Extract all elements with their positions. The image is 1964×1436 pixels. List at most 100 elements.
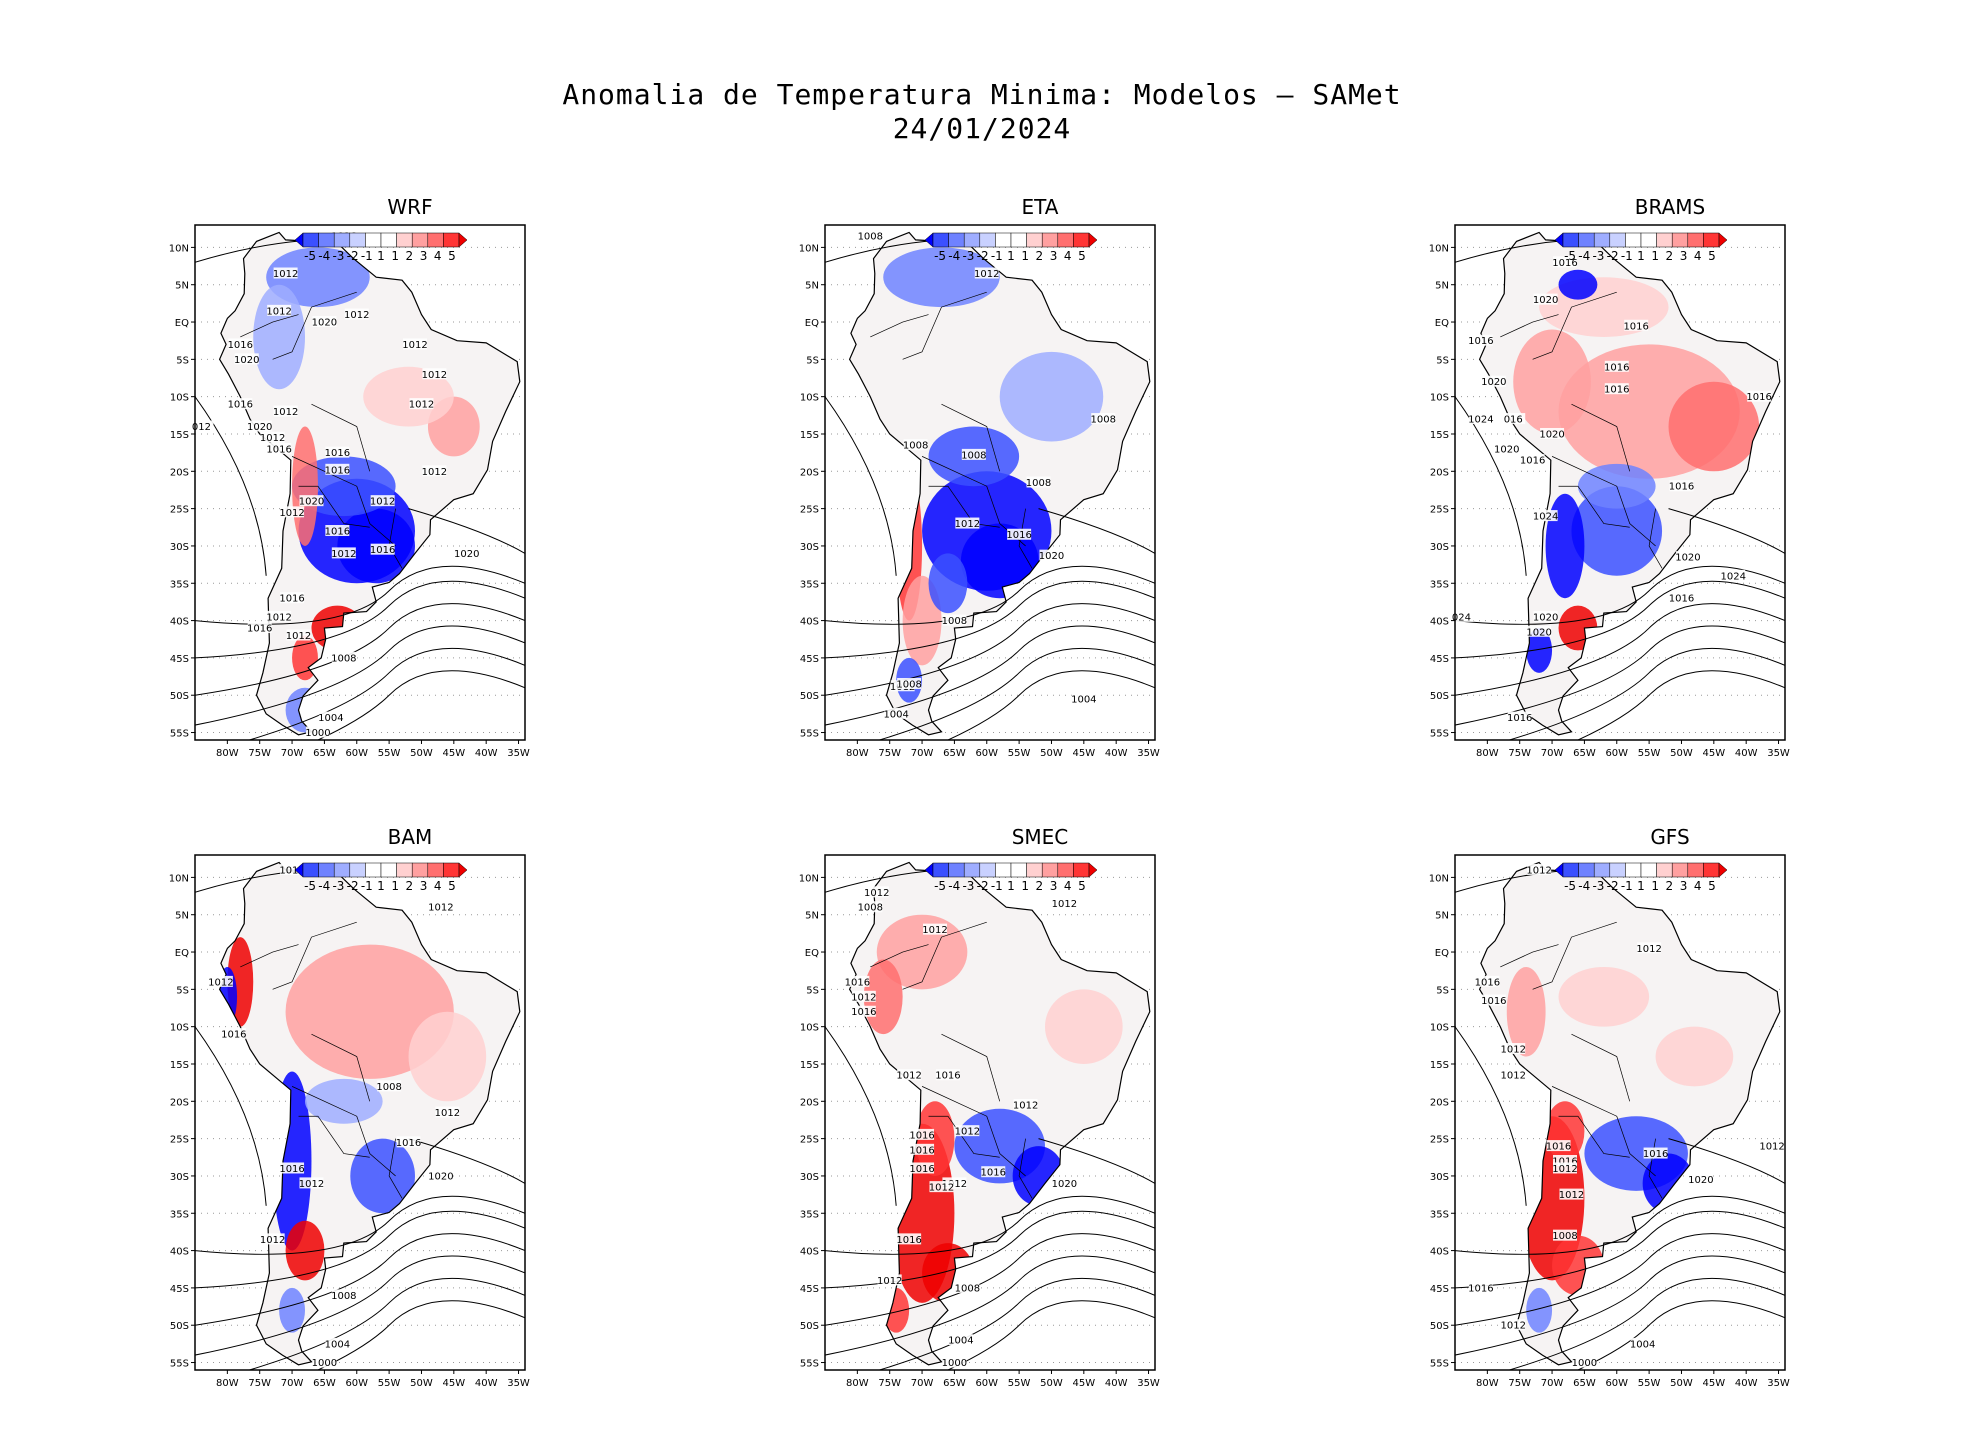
anomaly-patch (1668, 381, 1760, 472)
anomaly-patch (1558, 966, 1650, 1027)
isobar-label-bg (923, 923, 947, 935)
isobar-label-bg (325, 463, 350, 475)
isobar-label: 1012 (422, 370, 447, 381)
isobar-label-bg (1553, 1162, 1577, 1174)
isobar-label: 1020 (1675, 553, 1700, 564)
isobar-label: 1012 (435, 1108, 460, 1119)
colorbar-label: 5 (448, 249, 456, 263)
anomaly-patch (1539, 277, 1669, 337)
colorbar-segment (1010, 862, 1027, 878)
lon-tick-label: 55W (1008, 1378, 1031, 1389)
lat-tick-label: 45S (170, 1284, 189, 1295)
isobar-label-bg (1468, 413, 1493, 425)
isobar-label-bg (234, 353, 259, 365)
isobar-line (877, 1277, 1155, 1370)
panel-title-brams: BRAMS (1634, 195, 1706, 219)
colorbar-label: 1 (1007, 879, 1015, 893)
isobar-label: 1012 (402, 340, 427, 351)
coastline (218, 861, 521, 1366)
lat-tick-label: 30S (800, 542, 819, 553)
isobar-label-bg (428, 1169, 453, 1181)
colorbar-segment (1671, 862, 1689, 878)
isobar-label: 1004 (1071, 694, 1096, 705)
isobar-label-bg (1747, 390, 1772, 402)
isobar-label-bg (929, 1181, 954, 1193)
isobar-label-bg (1688, 1173, 1713, 1185)
colorbar-segment (1073, 862, 1090, 878)
isobar-label: 1024 (1721, 571, 1746, 582)
map-frame (194, 224, 526, 741)
lon-tick-label: 45W (443, 748, 466, 759)
anomaly-patch (253, 284, 305, 390)
isobar-line (1455, 1255, 1785, 1356)
lat-tick-label: 10N (1429, 873, 1449, 884)
panel-bam: BAM 1012 1012 1012 1016 1008 1012 1016 1016 1012… (169, 825, 605, 1405)
colorbar-label: -2 (977, 249, 989, 263)
isobar-label-bg (1675, 551, 1700, 563)
map-frame (1454, 854, 1786, 1371)
colorbar-segment (1578, 232, 1595, 248)
isobar-label-bg (435, 1106, 460, 1118)
lat-tick-label: 50S (800, 1321, 819, 1332)
colorbar-label: -1 (1621, 879, 1633, 893)
country-border (311, 403, 371, 472)
isobar-label-bg (942, 614, 967, 626)
colorbar-label: 4 (1694, 879, 1702, 893)
lat-tick-label: 45S (1430, 1284, 1449, 1295)
lat-tick-label: 45S (800, 654, 819, 665)
isobar-labels: 1012 1012 1012 1016 1008 1012 1016 1016 1012 1020… (208, 863, 460, 1369)
lon-tick-label: 50W (1040, 1378, 1063, 1389)
colorbar-label: -1 (991, 249, 1003, 263)
isobar-label-bg (1559, 1188, 1584, 1200)
colorbar-segment (1609, 232, 1626, 248)
lat-tick-label: EQ (805, 948, 819, 959)
lat-tick-label: 30S (1430, 1172, 1449, 1183)
isobar-label-bg (403, 338, 427, 350)
isobar-label-bg (260, 1233, 285, 1245)
lat-tick-label: 50S (1430, 691, 1449, 702)
isobar-label-bg (1501, 1069, 1526, 1081)
colorbar-arrow-right (1718, 232, 1728, 248)
isobar-label: 1016 (1475, 977, 1500, 988)
panel-title-gfs: GFS (1650, 825, 1690, 849)
country-border (272, 291, 357, 360)
lon-tick-label: 40W (1735, 748, 1758, 759)
isobar-line (1455, 1026, 1527, 1206)
country-border (388, 1138, 403, 1199)
country-border (1571, 1033, 1631, 1102)
isobar-label: 1000 (1572, 1358, 1597, 1369)
colorbar-segment (1026, 232, 1043, 248)
country-border (311, 1033, 371, 1102)
isobar-label: 1016 (851, 1007, 876, 1018)
isobar-label: 1016 (1604, 385, 1629, 396)
isobar-label: 1012 (279, 508, 304, 519)
isobar-label: 1016 (325, 527, 350, 538)
lat-tick-label: 5S (806, 355, 819, 366)
lat-tick-label: 40S (170, 617, 189, 628)
isobar-label: 1020 (234, 355, 259, 366)
isobar-label-bg (1468, 334, 1493, 346)
anomaly-patch (1506, 966, 1546, 1057)
colorbar-label: 3 (1050, 879, 1058, 893)
map-eta: 1008 1012 1008 1008 1008 1008 1012 1016 1020 1008… (799, 224, 1160, 759)
isobar-label-bg (1039, 549, 1064, 561)
lat-tick-label: 10N (169, 243, 189, 254)
isobar-line (1455, 1233, 1785, 1326)
isobar-label-bg (1071, 692, 1096, 704)
isobar-label-bg (273, 405, 298, 417)
isobar-label: 1012 (422, 467, 447, 478)
country-border (291, 1086, 396, 1177)
isobar-label: 1016 (1552, 258, 1577, 269)
isobar-line (825, 603, 1155, 696)
isobar-label-bg (981, 1166, 1006, 1178)
isobar-label-bg (280, 506, 305, 518)
lon-tick-label: 45W (1073, 748, 1096, 759)
isobar-label: 1016 (909, 1145, 934, 1156)
lat-tick-label: 5N (1435, 911, 1449, 922)
lat-tick-label: 20S (170, 467, 189, 478)
isobar-line (195, 1233, 525, 1326)
isobar-label-bg (877, 1274, 902, 1286)
anomaly-patch (1558, 269, 1598, 300)
isobar-line (1507, 1277, 1785, 1370)
isobar-labels: 1016101210121012102010161020101610201012… (189, 230, 479, 739)
